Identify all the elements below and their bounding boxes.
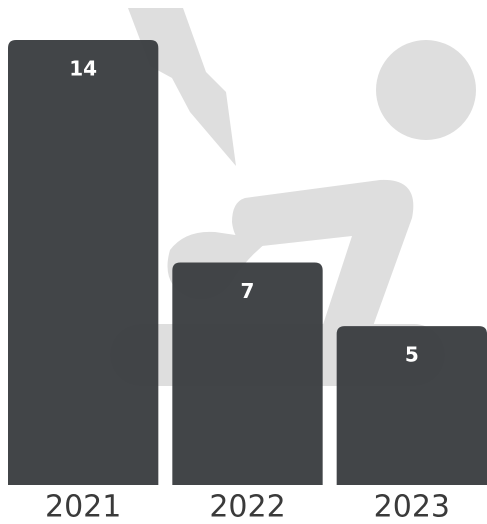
x-tick-label: 2022 [209, 490, 285, 524]
bar [172, 262, 323, 485]
x-tick-label: 2023 [374, 490, 450, 524]
value-label: 7 [241, 279, 255, 303]
person-body [232, 179, 414, 340]
value-label: 14 [69, 57, 97, 81]
bar [336, 326, 487, 485]
x-tick-label: 2021 [45, 490, 121, 524]
value-label: 5 [405, 343, 419, 367]
person-head [376, 40, 476, 140]
bars: 14 2021 7 2022 5 2023 [8, 40, 487, 524]
bar [8, 40, 159, 485]
